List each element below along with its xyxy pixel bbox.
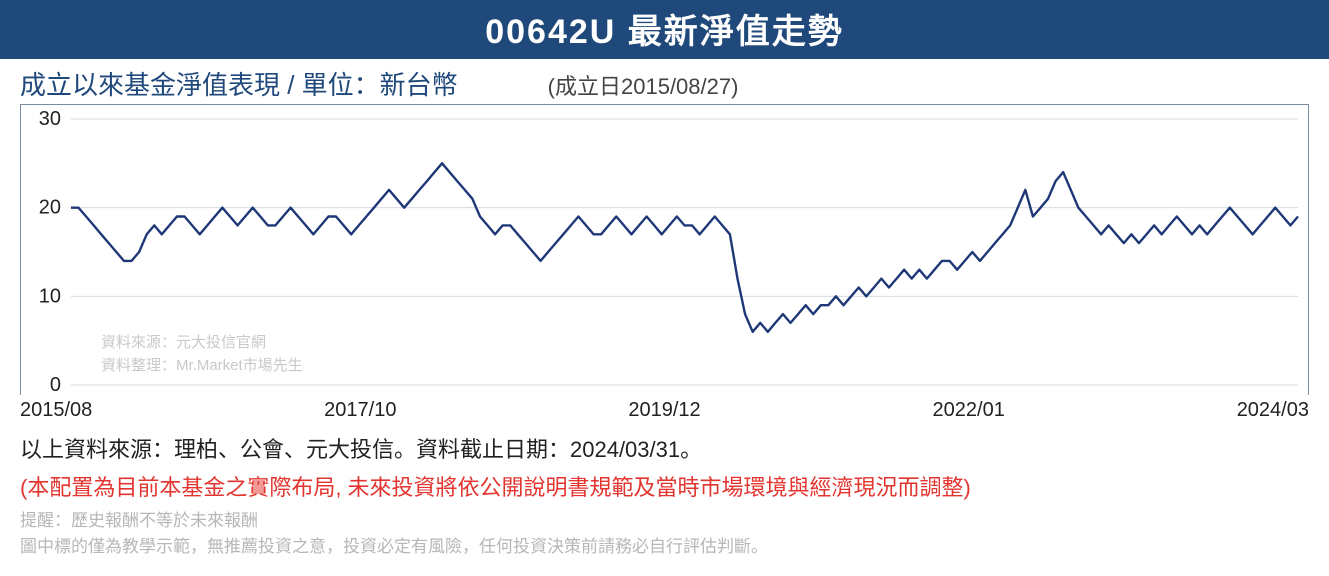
subtitle-main: 成立以來基金淨值表現 / 單位：新台幣 bbox=[20, 65, 458, 102]
footer-line: 提醒：歷史報酬不等於未來報酬 bbox=[20, 508, 1309, 534]
watermark-line: 資料來源：元大投信官網 bbox=[101, 332, 303, 355]
subtitle-row: 成立以來基金淨值表現 / 單位：新台幣 (成立日2015/08/27) bbox=[0, 59, 1329, 104]
page-header: 00642U 最新淨值走勢 bbox=[0, 0, 1329, 59]
x-tick: 2022/01 bbox=[933, 399, 1005, 422]
footer-line: 圖中標的僅為教學示範，無推薦投資之意，投資必定有風險，任何投資決策前請務必自行評… bbox=[20, 534, 1309, 560]
svg-text:0: 0 bbox=[50, 374, 61, 395]
page-title: 00642U 最新淨值走勢 bbox=[0, 4, 1329, 53]
disclaimer-warning: (本配置為目前本基金之實際布局, 未來投資將依公開說明書規範及當時市場環境與經濟… bbox=[0, 470, 1329, 508]
chart-watermark: 資料來源：元大投信官網 資料整理：Mr.Market市場先生 bbox=[101, 332, 303, 377]
data-source-text: 以上資料來源：理柏、公會、元大投信。資料截止日期：2024/03/31。 bbox=[0, 428, 1329, 470]
x-axis-labels: 2015/08 2017/10 2019/12 2022/01 2024/03 bbox=[0, 395, 1329, 428]
x-tick: 2024/03 bbox=[1237, 399, 1309, 422]
x-tick: 2017/10 bbox=[324, 399, 396, 422]
svg-text:10: 10 bbox=[39, 285, 61, 307]
watermark-line: 資料整理：Mr.Market市場先生 bbox=[101, 355, 303, 378]
x-tick: 2019/12 bbox=[628, 399, 700, 422]
svg-text:20: 20 bbox=[39, 197, 61, 219]
nav-chart: 0 10 20 30 資料來源：元大投信官網 資料整理：Mr.Market市場先生 bbox=[20, 104, 1309, 395]
subtitle-date: (成立日2015/08/27) bbox=[548, 69, 739, 101]
footer-notes: 提醒：歷史報酬不等於未來報酬 圖中標的僅為教學示範，無推薦投資之意，投資必定有風… bbox=[0, 508, 1329, 567]
svg-text:30: 30 bbox=[39, 108, 61, 130]
x-tick: 2015/08 bbox=[20, 399, 92, 422]
